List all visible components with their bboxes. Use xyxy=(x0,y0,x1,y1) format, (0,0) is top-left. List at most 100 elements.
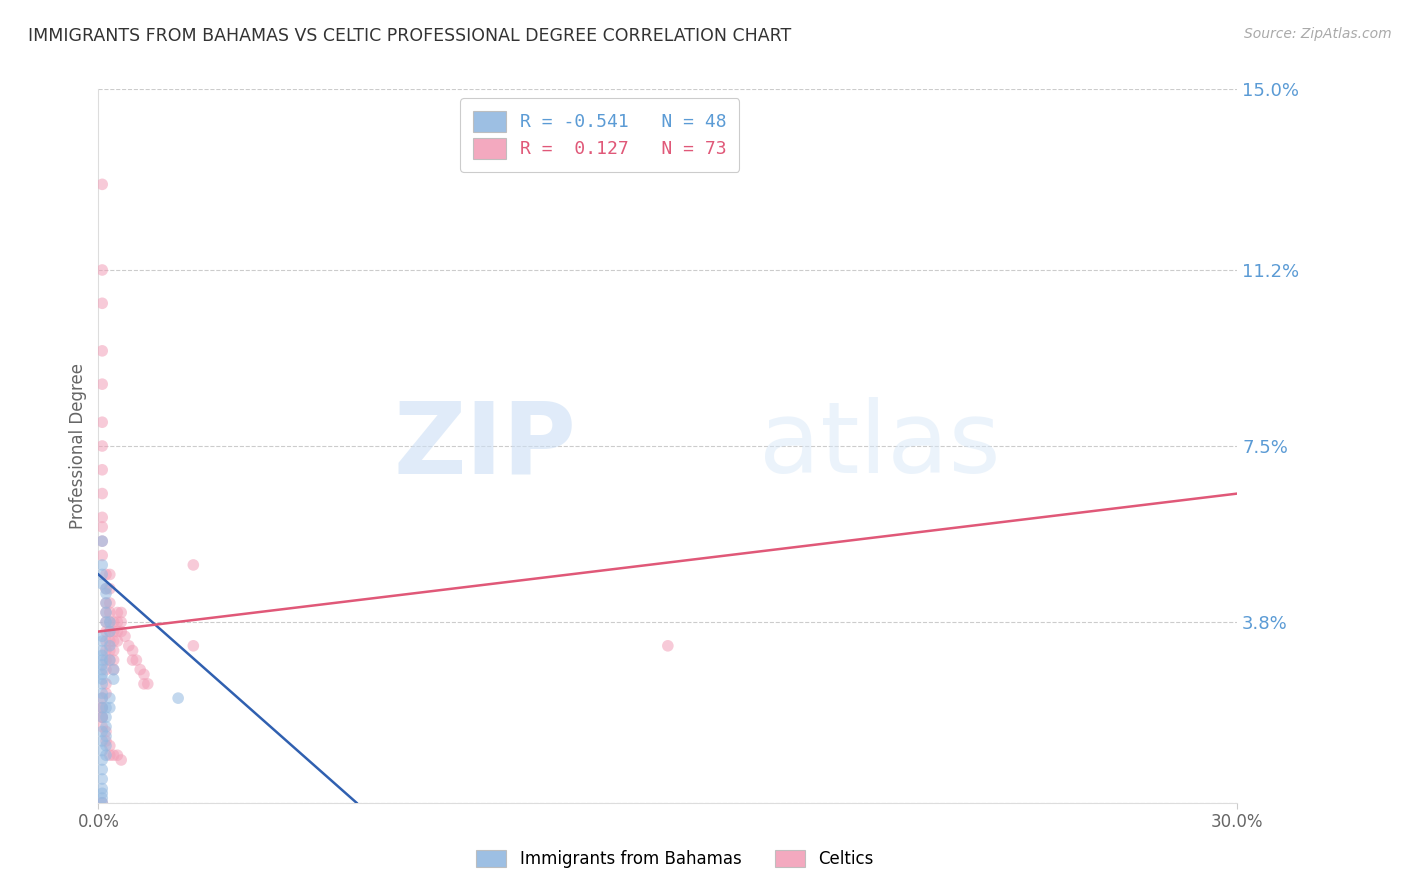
Point xyxy=(91,439,114,453)
Point xyxy=(91,377,114,392)
Point xyxy=(103,634,125,648)
Point xyxy=(107,748,129,763)
Point xyxy=(91,700,114,714)
Point xyxy=(94,724,117,739)
Legend: Immigrants from Bahamas, Celtics: Immigrants from Bahamas, Celtics xyxy=(470,843,880,875)
Point xyxy=(91,629,114,643)
Point xyxy=(183,639,205,653)
Point xyxy=(94,663,117,677)
Point xyxy=(91,677,114,691)
Point xyxy=(132,667,155,681)
Point xyxy=(94,606,117,620)
Y-axis label: Professional Degree: Professional Degree xyxy=(69,363,87,529)
Point xyxy=(121,653,143,667)
Point xyxy=(132,677,155,691)
Point xyxy=(98,615,121,629)
Point xyxy=(94,567,117,582)
Point xyxy=(94,720,117,734)
Point xyxy=(98,567,121,582)
Point xyxy=(91,667,114,681)
Point xyxy=(98,748,121,763)
Point xyxy=(91,734,114,748)
Point xyxy=(91,486,114,500)
Point xyxy=(94,729,117,743)
Point xyxy=(98,700,121,714)
Point xyxy=(183,558,205,572)
Point xyxy=(94,653,117,667)
Point xyxy=(98,615,121,629)
Point xyxy=(91,415,114,429)
Point xyxy=(91,763,114,777)
Point xyxy=(98,643,121,657)
Point xyxy=(91,343,114,358)
Point xyxy=(103,748,125,763)
Point xyxy=(91,710,114,724)
Point xyxy=(129,663,152,677)
Point xyxy=(91,786,114,800)
Point xyxy=(657,639,679,653)
Point xyxy=(91,534,114,549)
Point xyxy=(136,677,159,691)
Point xyxy=(91,753,114,767)
Point xyxy=(91,672,114,686)
Point xyxy=(91,178,114,192)
Point xyxy=(91,781,114,796)
Point xyxy=(91,691,114,706)
Point xyxy=(110,615,132,629)
Point xyxy=(103,624,125,639)
Point xyxy=(103,643,125,657)
Legend: R = -0.541   N = 48, R =  0.127   N = 73: R = -0.541 N = 48, R = 0.127 N = 73 xyxy=(461,98,740,171)
Point xyxy=(94,596,117,610)
Point xyxy=(91,510,114,524)
Point xyxy=(103,663,125,677)
Point xyxy=(91,686,114,700)
Text: ZIP: ZIP xyxy=(394,398,576,494)
Point xyxy=(91,643,114,657)
Point xyxy=(107,624,129,639)
Point xyxy=(94,700,117,714)
Point xyxy=(114,629,136,643)
Point xyxy=(91,534,114,549)
Point xyxy=(91,577,114,591)
Point xyxy=(91,657,114,672)
Point xyxy=(98,596,121,610)
Point xyxy=(94,634,117,648)
Point xyxy=(91,743,114,757)
Point xyxy=(125,653,148,667)
Point xyxy=(94,582,117,596)
Point xyxy=(91,720,114,734)
Point xyxy=(94,739,117,753)
Point xyxy=(91,710,114,724)
Text: atlas: atlas xyxy=(759,398,1001,494)
Text: IMMIGRANTS FROM BAHAMAS VS CELTIC PROFESSIONAL DEGREE CORRELATION CHART: IMMIGRANTS FROM BAHAMAS VS CELTIC PROFES… xyxy=(28,27,792,45)
Point xyxy=(103,663,125,677)
Point xyxy=(91,791,114,805)
Point xyxy=(98,624,121,639)
Point xyxy=(98,634,121,648)
Point xyxy=(91,772,114,786)
Point xyxy=(98,639,121,653)
Point xyxy=(94,615,117,629)
Point xyxy=(91,567,114,582)
Point xyxy=(91,463,114,477)
Point xyxy=(103,653,125,667)
Point xyxy=(94,582,117,596)
Point xyxy=(91,663,114,677)
Point xyxy=(94,596,117,610)
Point xyxy=(94,748,117,763)
Point xyxy=(94,686,117,700)
Text: Source: ZipAtlas.com: Source: ZipAtlas.com xyxy=(1244,27,1392,41)
Point xyxy=(98,624,121,639)
Point xyxy=(91,296,114,310)
Point xyxy=(91,558,114,572)
Point xyxy=(94,734,117,748)
Point xyxy=(91,634,114,648)
Point xyxy=(110,624,132,639)
Point xyxy=(94,615,117,629)
Point xyxy=(98,606,121,620)
Point xyxy=(110,606,132,620)
Point xyxy=(94,710,117,724)
Point xyxy=(107,634,129,648)
Point xyxy=(94,677,117,691)
Point xyxy=(94,606,117,620)
